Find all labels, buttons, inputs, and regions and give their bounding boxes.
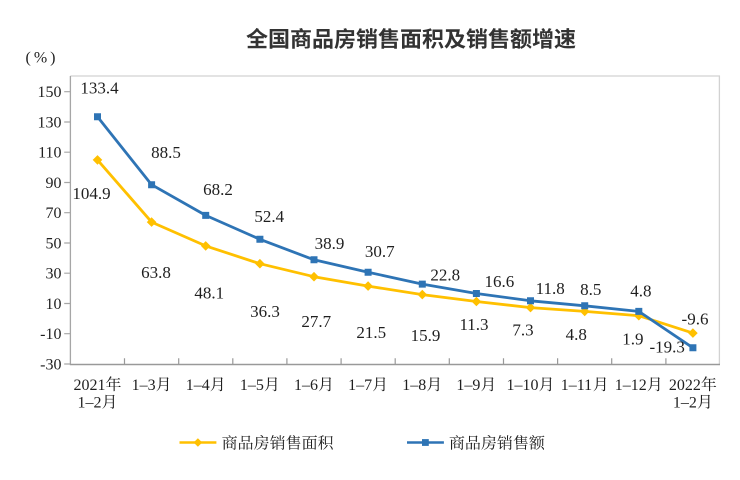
svg-text:38.9: 38.9 [315, 234, 345, 253]
svg-text:1–8: 1–8 [402, 377, 426, 394]
svg-text:11.8: 11.8 [536, 279, 565, 298]
svg-text:16.6: 16.6 [485, 272, 515, 291]
svg-text:7.3: 7.3 [512, 321, 533, 340]
svg-text:1–9: 1–9 [456, 377, 480, 394]
svg-text:130: 130 [38, 114, 62, 131]
svg-text:30.7: 30.7 [365, 242, 395, 261]
svg-text:2021: 2021 [74, 377, 106, 394]
svg-text:1–3: 1–3 [132, 377, 156, 394]
svg-text:36.3: 36.3 [250, 302, 280, 321]
svg-text:11.3: 11.3 [459, 315, 488, 334]
svg-text:1.9: 1.9 [622, 330, 643, 349]
svg-text:27.7: 27.7 [301, 312, 331, 331]
svg-text:88.5: 88.5 [151, 143, 181, 162]
svg-text:90: 90 [46, 175, 62, 192]
svg-text:133.4: 133.4 [80, 79, 119, 98]
svg-text:1–10: 1–10 [507, 377, 539, 394]
svg-text:1–4: 1–4 [186, 377, 210, 394]
svg-text:1–2: 1–2 [78, 395, 102, 412]
svg-text:-30: -30 [40, 356, 61, 373]
svg-text:30: 30 [46, 266, 62, 283]
svg-text:70: 70 [46, 205, 62, 222]
svg-text:1–2: 1–2 [673, 395, 697, 412]
svg-text:110: 110 [38, 145, 61, 162]
svg-text:4.8: 4.8 [630, 281, 651, 300]
svg-text:1–11: 1–11 [561, 377, 592, 394]
svg-text:104.9: 104.9 [72, 184, 110, 203]
svg-text:-19.3: -19.3 [649, 337, 684, 356]
svg-text:21.5: 21.5 [356, 323, 386, 342]
svg-text:48.1: 48.1 [194, 284, 224, 303]
svg-text:1–5: 1–5 [240, 377, 264, 394]
svg-text:8.5: 8.5 [580, 280, 601, 299]
svg-text:2022: 2022 [669, 377, 701, 394]
svg-text:-9.6: -9.6 [682, 310, 709, 329]
svg-text:1–7: 1–7 [348, 377, 372, 394]
svg-text:4.8: 4.8 [566, 325, 587, 344]
svg-text:150: 150 [38, 84, 62, 101]
svg-text:(%): (%) [26, 50, 59, 67]
svg-text:10: 10 [46, 296, 62, 313]
svg-text:1–12: 1–12 [615, 377, 647, 394]
svg-text:22.8: 22.8 [430, 265, 460, 284]
svg-text:52.4: 52.4 [254, 207, 284, 226]
svg-text:68.2: 68.2 [203, 180, 233, 199]
svg-text:63.8: 63.8 [141, 263, 171, 282]
svg-text:1–6: 1–6 [294, 377, 318, 394]
svg-text:-10: -10 [40, 326, 61, 343]
svg-text:50: 50 [46, 235, 62, 252]
svg-text:15.9: 15.9 [411, 326, 441, 345]
